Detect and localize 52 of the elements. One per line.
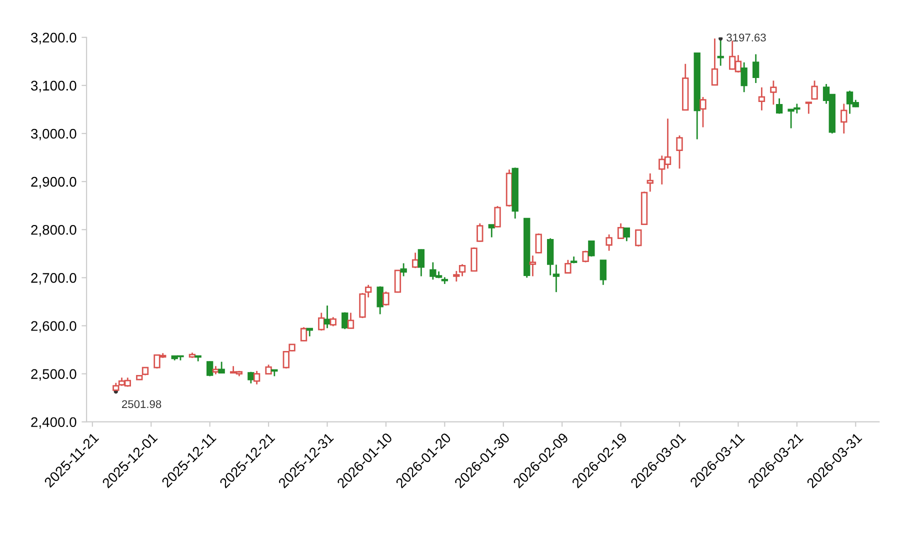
candlestick bbox=[324, 304, 331, 329]
candlestick bbox=[529, 254, 536, 277]
y-tick-label: 2,600.0 bbox=[31, 321, 76, 333]
candlestick bbox=[600, 260, 607, 286]
candlestick bbox=[347, 312, 354, 330]
candlestick bbox=[776, 98, 783, 114]
candlestick bbox=[494, 205, 501, 228]
candlestick bbox=[300, 326, 308, 342]
y-tick-label: 3,100.0 bbox=[31, 80, 76, 92]
annotation: 3197.63 bbox=[726, 34, 766, 42]
candlestick bbox=[400, 262, 407, 277]
candlestick bbox=[770, 80, 777, 106]
candlestick bbox=[811, 80, 818, 100]
candlestick bbox=[412, 252, 419, 269]
y-tick-label: 2,500.0 bbox=[31, 369, 76, 381]
y-tick-label: 2,900.0 bbox=[31, 176, 76, 188]
candlestick bbox=[752, 54, 760, 84]
candlestick bbox=[382, 290, 390, 306]
candlestick bbox=[253, 370, 260, 386]
candlestick bbox=[342, 312, 348, 330]
y-tick-label: 2,400.0 bbox=[31, 417, 76, 429]
candlestick bbox=[418, 248, 425, 277]
candlestick bbox=[535, 232, 542, 254]
y-tick-label: 3,200.0 bbox=[31, 32, 76, 44]
y-tick-label: 2,700.0 bbox=[31, 273, 76, 284]
candlestick bbox=[758, 86, 766, 112]
candlestick bbox=[700, 96, 706, 128]
candlestick bbox=[840, 103, 848, 134]
candlestick bbox=[606, 234, 612, 252]
y-tick-label: 3,000.0 bbox=[31, 128, 76, 140]
candlestick bbox=[394, 269, 402, 294]
candlestick bbox=[646, 172, 654, 192]
annotation: 2501.98 bbox=[122, 400, 162, 408]
y-tick-label: 2,800.0 bbox=[31, 224, 76, 236]
candlestick bbox=[617, 222, 624, 240]
candlestick bbox=[588, 240, 595, 258]
candlestick bbox=[635, 229, 642, 248]
candlestick bbox=[476, 222, 484, 242]
candlestick bbox=[711, 38, 718, 86]
candlestick bbox=[740, 62, 748, 93]
candlestick bbox=[330, 316, 336, 327]
candlestick bbox=[623, 227, 630, 242]
candlestick bbox=[318, 312, 325, 332]
candlestick bbox=[564, 259, 572, 274]
candlestick bbox=[552, 264, 560, 293]
candlestick bbox=[676, 134, 683, 170]
candlestick bbox=[805, 102, 812, 114]
candlestick bbox=[218, 361, 225, 374]
candlestick bbox=[265, 364, 272, 375]
candlestick bbox=[206, 360, 214, 377]
candlestick bbox=[470, 246, 478, 272]
candlestick bbox=[488, 224, 495, 238]
